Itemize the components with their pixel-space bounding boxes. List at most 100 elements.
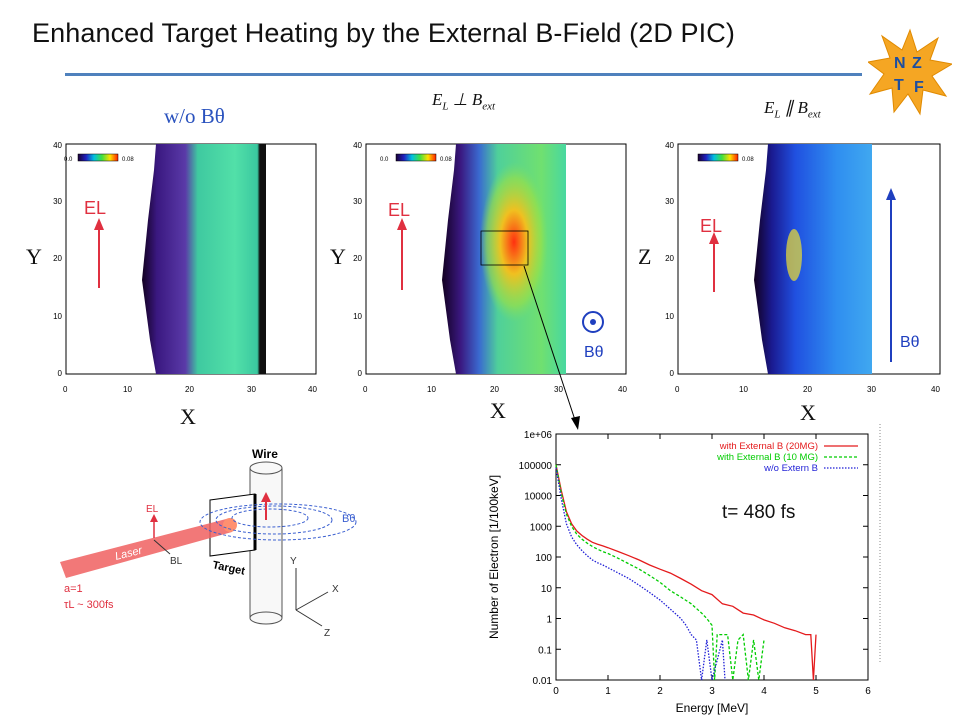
legend-entry: with External B (10 MG) (716, 452, 818, 463)
panel1-el-arrow (94, 218, 104, 288)
series-line-3 (555, 467, 726, 681)
panel2-xlabel: X (490, 398, 506, 423)
axis-y-label: Y (290, 556, 297, 567)
svg-text:40: 40 (665, 141, 674, 150)
spectrum-annotation: t= 480 fs (722, 502, 795, 523)
panel3-b-arrow (886, 188, 896, 362)
panel2-ylabel: Y (330, 244, 346, 269)
panel1-xlabel: X (180, 404, 196, 429)
laser-beam (60, 518, 232, 578)
svg-text:10: 10 (353, 312, 362, 321)
nztf-logo: N Z T F (868, 28, 952, 116)
svg-text:20: 20 (490, 385, 499, 394)
svg-text:20: 20 (803, 385, 812, 394)
panel3-ylabel: Z (638, 244, 652, 269)
svg-text:20: 20 (665, 254, 674, 263)
x-tick-label: 2 (657, 686, 663, 697)
y-tick-label: 1000 (530, 522, 553, 533)
panel2-zoom-box (480, 230, 529, 266)
laser-focus-glow (223, 518, 237, 532)
page-title: Enhanced Target Heating by the External … (32, 18, 735, 48)
schematic-bl-line (153, 539, 171, 555)
svg-text:40: 40 (53, 141, 62, 150)
panel1-slab (142, 144, 266, 374)
svg-text:30: 30 (53, 197, 62, 206)
svg-text:10: 10 (123, 385, 132, 394)
svg-text:0: 0 (675, 385, 680, 394)
svg-text:20: 20 (185, 385, 194, 394)
svg-text:10: 10 (53, 312, 62, 321)
logo-letter-n: N (894, 55, 906, 72)
spectrum-frame (555, 433, 869, 681)
panel3-y-ticks: 0 10 20 30 40 (665, 141, 674, 378)
panel2-y-ticks: 0 10 20 30 40 (353, 141, 362, 378)
axis-z-label: Z (324, 628, 330, 639)
electron-energy-spectrum: 1e+06 100000 10000 1000 100 10 1 0.1 0.01 0 1 2 3 4 5… (487, 424, 881, 715)
panel2-b-out-of-page-symbol (582, 311, 604, 333)
logo-letter-f: F (914, 79, 924, 96)
legend-entry: with External B (20MG) (719, 441, 818, 452)
panel2-density-map: 0.0 0.08 EL Bθ 0 10 20 30 40 0 10 20 30 … (353, 141, 627, 394)
svg-text:20: 20 (53, 254, 62, 263)
panel3-density-map: 0.08 EL Bθ 0 10 20 30 40 0 10 20 30 40 (665, 141, 941, 394)
svg-text:30: 30 (554, 385, 563, 394)
y-tick-label: 10 (541, 584, 553, 595)
panel3-el-arrow (709, 232, 719, 292)
current-arrow-up (261, 492, 271, 520)
panel1-el-label: EL (84, 198, 106, 218)
panel3-el-label: EL (700, 216, 722, 236)
panel2-colorbar (395, 153, 437, 162)
y-tick-label: 100 (535, 553, 552, 564)
schematic-param-a: a=1 (64, 583, 83, 595)
y-tick-label: 0.01 (533, 676, 553, 687)
panel1-ylabel: Y (26, 244, 42, 269)
x-tick-label: 5 (813, 686, 819, 697)
panel1-y-ticks: 0 10 20 30 40 (53, 141, 62, 378)
svg-text:10: 10 (739, 385, 748, 394)
schematic-param-tau: τL ~ 300fs (64, 599, 114, 611)
panel3-slab (754, 144, 872, 374)
svg-text:30: 30 (867, 385, 876, 394)
schematic-el-arrow (150, 514, 158, 538)
svg-text:0: 0 (363, 385, 368, 394)
svg-text:30: 30 (353, 197, 362, 206)
panel1-colorbar-min: 0.0 (64, 157, 73, 163)
svg-text:0: 0 (670, 369, 675, 378)
svg-text:40: 40 (931, 385, 940, 394)
y-tick-label: 100000 (519, 461, 553, 472)
target-label: Target (211, 559, 246, 578)
panel1-x-ticks: 0 10 20 30 40 (63, 385, 317, 394)
svg-text:20: 20 (353, 254, 362, 263)
title-divider (65, 73, 862, 76)
axis-x-label: X (332, 584, 339, 595)
panel3-b-label: Bθ (900, 334, 920, 351)
panel1-caption: w/o Bθ (164, 104, 225, 128)
legend-entry: w/o Extern B (763, 463, 818, 474)
panel2-el-arrow (397, 218, 407, 290)
schematic-bl-label: BL (170, 556, 183, 567)
svg-text:0: 0 (358, 369, 363, 378)
y-tick-label: 0.1 (538, 645, 552, 656)
svg-text:40: 40 (618, 385, 627, 394)
panel3-colorbar (697, 153, 739, 162)
logo-star-shape (868, 28, 952, 116)
panel2-colorbar-min: 0.0 (380, 157, 389, 163)
series-line-1 (555, 464, 817, 681)
logo-letter-t: T (894, 77, 904, 94)
x-tick-label: 3 (709, 686, 715, 697)
panel1-colorbar-max: 0.08 (122, 157, 134, 163)
svg-text:10: 10 (427, 385, 436, 394)
panel3-colorbar-max: 0.08 (742, 157, 754, 163)
svg-text:40: 40 (353, 141, 362, 150)
panel2-caption: EL ⊥ Bext (432, 90, 496, 113)
svg-text:30: 30 (665, 197, 674, 206)
svg-text:30: 30 (247, 385, 256, 394)
x-tick-label: 6 (865, 686, 871, 697)
logo-letter-z: Z (912, 55, 922, 72)
panel3-xlabel: X (800, 400, 816, 425)
zoom-connector-arrow (523, 265, 580, 430)
x-tick-label: 1 (605, 686, 611, 697)
y-tick-label: 1 (546, 615, 552, 626)
panel3-caption: EL ∥ Bext (764, 98, 821, 121)
spectrum-ylabel: Number of Electron [1/100keV] (487, 475, 501, 639)
